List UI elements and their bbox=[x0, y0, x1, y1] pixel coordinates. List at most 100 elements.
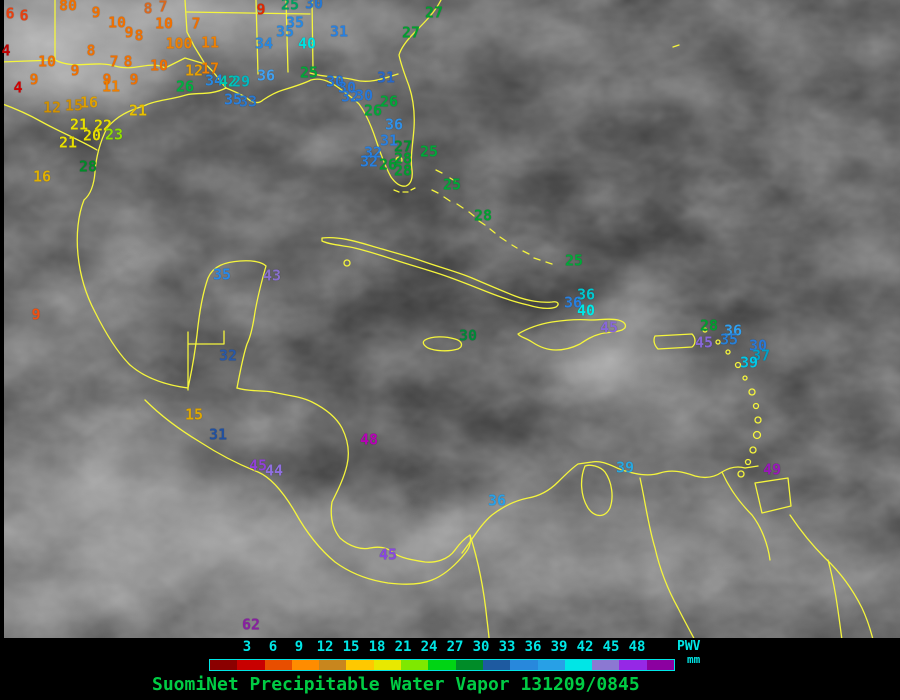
legend-tick: 24 bbox=[420, 639, 438, 655]
station-pwv-value: 26 bbox=[175, 77, 195, 96]
pwv-unit-label: PWV bbox=[677, 639, 701, 654]
jamaica bbox=[422, 336, 463, 352]
station-pwv-value: 28 bbox=[699, 316, 719, 335]
station-pwv-value: 36 bbox=[256, 66, 276, 85]
station-pwv-value: 35 bbox=[223, 90, 243, 109]
station-pwv-value: 30 bbox=[748, 336, 768, 355]
station-pwv-value: 27 bbox=[401, 23, 421, 42]
station-pwv-value: 31 bbox=[379, 131, 399, 150]
station-pwv-value: 10 bbox=[37, 52, 57, 71]
colorbar-segment bbox=[646, 660, 675, 670]
station-pwv-value: 17 bbox=[200, 59, 220, 78]
station-pwv-value: 30 bbox=[337, 78, 357, 97]
florida bbox=[225, 0, 442, 187]
legend-tick: 45 bbox=[602, 639, 620, 655]
station-pwv-value: 31 bbox=[208, 425, 228, 444]
cloud-noise-texture bbox=[0, 0, 900, 640]
lesser-antilles bbox=[702, 327, 762, 478]
station-pwv-value: 28 bbox=[393, 161, 413, 180]
station-pwv-value: 6 bbox=[19, 6, 29, 25]
colorbar-segment bbox=[401, 660, 429, 670]
colorbar-segment bbox=[319, 660, 347, 670]
station-pwv-value: 34 bbox=[254, 34, 274, 53]
station-pwv-value: 32 bbox=[359, 152, 379, 171]
station-pwv-value: 39 bbox=[615, 458, 635, 477]
station-pwv-value: 43 bbox=[262, 266, 282, 285]
colorbar-segment bbox=[210, 660, 238, 670]
station-pwv-value: 9 bbox=[124, 23, 134, 42]
station-pwv-value: 33 bbox=[238, 92, 258, 111]
station-pwv-value: 30 bbox=[458, 326, 478, 345]
lake-maracaibo bbox=[580, 464, 613, 517]
station-pwv-value: 28 bbox=[473, 206, 493, 225]
colorbar-segment bbox=[237, 660, 265, 670]
station-pwv-value: 15 bbox=[64, 96, 84, 115]
legend-tick: 36 bbox=[524, 639, 542, 655]
station-pwv-value: 9 bbox=[129, 70, 139, 89]
station-pwv-value: 30 bbox=[325, 72, 345, 91]
station-pwv-value: 10 bbox=[107, 13, 127, 32]
legend-tick: 48 bbox=[628, 639, 646, 655]
station-pwv-value: 27 bbox=[393, 137, 413, 156]
station-pwv-value: 9 bbox=[256, 0, 266, 19]
station-pwv-value: 36 bbox=[487, 491, 507, 510]
colorbar-segment bbox=[482, 660, 511, 670]
puerto-rico bbox=[653, 333, 696, 350]
legend-tick: 27 bbox=[446, 639, 464, 655]
legend-tick: 15 bbox=[342, 639, 360, 655]
station-pwv-value: 35 bbox=[212, 265, 232, 284]
legend-tick: 9 bbox=[294, 639, 304, 655]
station-pwv-value: 23 bbox=[104, 125, 124, 144]
station-pwv-value: 27 bbox=[424, 3, 444, 22]
station-pwv-value: 25 bbox=[564, 251, 584, 270]
station-pwv-value: 36 bbox=[563, 293, 583, 312]
colorbar-segment bbox=[264, 660, 292, 670]
station-pwv-value: 30 bbox=[354, 86, 374, 105]
legend-tick: 42 bbox=[576, 639, 594, 655]
legend-band: 3 6 9 12 15 18 21 24 27 30 33 36 39 42 45 48 PWV mm Suo… bbox=[0, 638, 900, 700]
station-pwv-value: 100 bbox=[165, 34, 193, 53]
rio-grande-border bbox=[0, 102, 98, 151]
station-pwv-value: 7 bbox=[109, 52, 119, 71]
station-pwv-value: 62 bbox=[241, 615, 261, 634]
yucatan bbox=[187, 260, 267, 391]
hispaniola bbox=[517, 318, 627, 351]
central-america-caribbean bbox=[236, 387, 471, 563]
station-pwv-value: 45 bbox=[248, 456, 268, 475]
station-pwv-value: 45 bbox=[694, 333, 714, 352]
bermuda bbox=[672, 44, 680, 48]
pwv-colorbar bbox=[209, 659, 675, 671]
station-pwv-value: 37 bbox=[751, 346, 771, 365]
station-pwv-value: 29 bbox=[231, 72, 251, 91]
colorbar-segment bbox=[564, 660, 593, 670]
colorbar-segment bbox=[455, 660, 483, 670]
legend-tick: 18 bbox=[368, 639, 386, 655]
colorbar-segment bbox=[373, 660, 402, 670]
colorbar-segment bbox=[619, 660, 647, 670]
station-pwv-value: 25 bbox=[280, 0, 300, 14]
station-pwv-value: 49 bbox=[762, 460, 782, 479]
station-pwv-value: 16 bbox=[79, 93, 99, 112]
station-pwv-value: 21 bbox=[69, 115, 89, 134]
station-pwv-value: 32 bbox=[340, 87, 360, 106]
legend-tick: 3 bbox=[242, 639, 252, 655]
station-pwv-value: 35 bbox=[275, 22, 295, 41]
station-values-layer: 6 6 80 9 10 9 8 8 7 9 7 10 4 8 10 7 8 9 10 100 11 12 17 9 4 9 11 9 1… bbox=[1, 0, 782, 634]
station-pwv-value: 8 bbox=[86, 41, 96, 60]
florida-keys bbox=[393, 187, 416, 193]
legend-tick: 21 bbox=[394, 639, 412, 655]
south-america-coast bbox=[461, 460, 759, 554]
station-pwv-value: 21 bbox=[128, 101, 148, 120]
station-pwv-value: 9 bbox=[91, 3, 101, 22]
colorbar-segment bbox=[346, 660, 374, 670]
station-pwv-value: 32 bbox=[218, 346, 238, 365]
station-pwv-value: 11 bbox=[101, 77, 121, 96]
station-pwv-value: 44 bbox=[264, 461, 284, 480]
station-pwv-value: 48 bbox=[359, 430, 379, 449]
station-pwv-value: 9 bbox=[102, 70, 112, 89]
station-pwv-value: 25 bbox=[442, 175, 462, 194]
station-pwv-value: 9 bbox=[31, 305, 41, 324]
station-pwv-value: 36 bbox=[384, 115, 404, 134]
station-pwv-value: 39 bbox=[739, 353, 759, 372]
station-pwv-value: 21 bbox=[58, 133, 78, 152]
